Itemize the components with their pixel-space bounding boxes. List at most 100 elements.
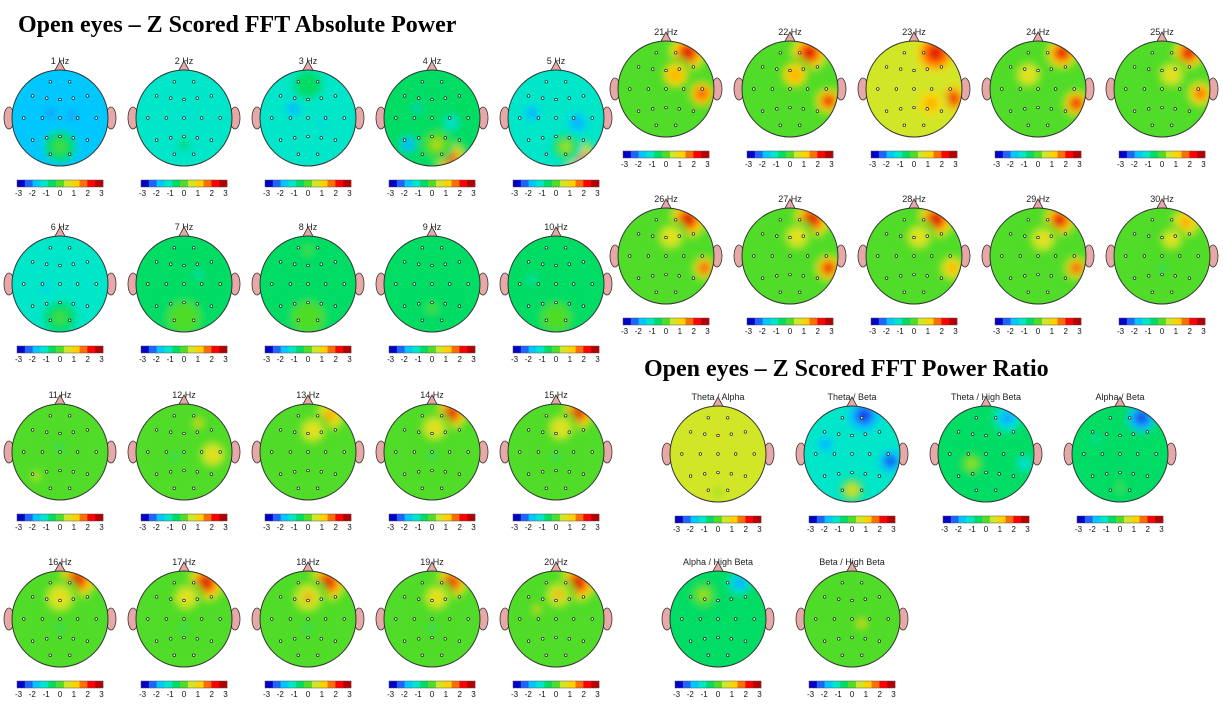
topomap-region [290, 453, 298, 461]
electrode-dot [209, 260, 213, 264]
electrode-dot [319, 136, 323, 140]
topomap-region [56, 443, 64, 451]
colorbar-segment [319, 346, 328, 353]
electrode-dot [466, 450, 470, 454]
electrode-dot [902, 51, 906, 55]
electrode-dot [939, 232, 943, 236]
electrode-dot [412, 450, 416, 454]
colorbar-segment [343, 346, 352, 353]
colorbar-segment [32, 514, 41, 521]
head-outline [383, 69, 481, 167]
electrode-dot [527, 304, 531, 308]
electrode-dot [296, 80, 300, 84]
colorbar-segment [24, 514, 33, 521]
colorbar-segment [669, 151, 679, 158]
electrode-dot [1160, 254, 1164, 258]
colorbar-tick-label: 3 [595, 355, 600, 364]
topomap-region [54, 141, 66, 153]
colorbar-segment [443, 346, 452, 353]
electrode-dot [860, 653, 864, 657]
colorbar-tick-label: 1 [568, 355, 573, 364]
electrode-dot [200, 450, 204, 454]
topomap-region [699, 90, 705, 97]
colorbar-tick-label: -3 [673, 690, 681, 699]
electrode-dot [85, 138, 89, 142]
electrode-dot [544, 152, 548, 156]
electrode-dot [155, 138, 159, 142]
electrode-dot [788, 272, 792, 277]
colorbar-segment [552, 681, 561, 688]
topomap-region [309, 426, 317, 434]
colorbar-segment [280, 514, 289, 521]
electrode-dot [837, 597, 841, 601]
electrode-dot [664, 235, 668, 240]
colorbar-tick-label: 0 [306, 523, 311, 532]
electrode-dot [342, 617, 346, 621]
colorbar-segment [623, 151, 632, 158]
electrode-dot [22, 450, 26, 454]
colorbar-segment [682, 516, 691, 523]
electrode-dot [155, 94, 159, 98]
colorbar-tick-label: -1 [43, 690, 51, 699]
colorbar-tick-label: -3 [263, 189, 271, 198]
head-outline [259, 69, 357, 167]
electrode-dot [527, 260, 531, 264]
electrode-dot [22, 116, 26, 120]
electrode-dot [270, 617, 274, 621]
electrode-dot [430, 116, 434, 120]
electrode-dot [71, 637, 75, 641]
electrode-dot [195, 597, 199, 601]
colorbar-tick-label: -2 [525, 690, 533, 699]
electrode-dot [788, 68, 792, 73]
electrode-dot [192, 80, 196, 84]
colorbar-segment [1150, 318, 1159, 325]
electrode-dot [293, 597, 297, 601]
electrode-dot [466, 116, 470, 120]
colorbar-segment [288, 514, 297, 521]
colorbar-segment [753, 516, 762, 523]
colorbar-frame [16, 345, 104, 354]
head-outline [989, 40, 1087, 138]
topomap-svg: -3 -2 -1 0 1 2 3 [127, 226, 241, 364]
colorbar-segment [1077, 516, 1086, 523]
electrode-dot [306, 598, 310, 603]
colorbar-segment [265, 180, 274, 187]
electrode-dot [957, 430, 961, 434]
electrode-dot [466, 617, 470, 621]
colorbar-segment [816, 516, 825, 523]
electrode-dot [209, 639, 213, 643]
colorbar-segment [272, 180, 281, 187]
electrode-dot [1147, 274, 1151, 278]
electrode-dot [567, 430, 571, 434]
topomap-region [554, 591, 562, 599]
colorbar-segment [467, 514, 476, 521]
electrode-dot [674, 123, 678, 127]
colorbar-segment [575, 681, 584, 688]
topomap-region [791, 71, 799, 79]
electrode-dot [1091, 430, 1095, 434]
electrode-dot [333, 304, 337, 308]
electrode-dot [885, 65, 889, 69]
colorbar-segment [778, 318, 787, 325]
colorbar-segment [1065, 151, 1074, 158]
colorbar-tick-label: 1 [320, 690, 325, 699]
electrode-dot [1100, 452, 1104, 456]
electrode-dot [306, 635, 310, 640]
electrode-dot [443, 136, 447, 140]
electrode-dot [1187, 109, 1191, 113]
electrode-dot [169, 430, 173, 434]
electrode-dot [209, 428, 213, 432]
electrode-dot [31, 428, 35, 432]
colorbar-tick-label: 3 [1201, 160, 1206, 169]
electrode-dot [948, 452, 952, 456]
colorbar-tick-label: -1 [291, 189, 299, 198]
electrode-dot [430, 617, 434, 621]
electrode-dot [85, 304, 89, 308]
topomap-region [562, 143, 570, 151]
electrode-dot [997, 432, 1001, 436]
colorbar-segment [451, 681, 460, 688]
colorbar-tick-label: 2 [815, 160, 820, 169]
colorbar-segment [559, 681, 569, 688]
electrode-dot [319, 302, 323, 306]
colorbar-tick-label: -2 [401, 523, 409, 532]
